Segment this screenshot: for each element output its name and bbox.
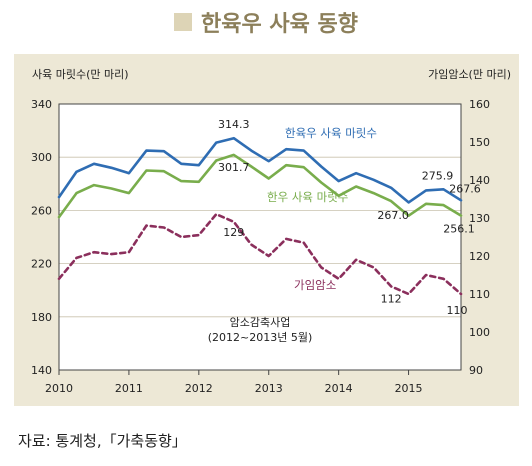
x-tick-label: 2014: [325, 382, 353, 395]
x-tick-label: 2010: [45, 382, 73, 395]
data-label: 267.6: [449, 182, 481, 195]
data-label: 314.3: [218, 118, 250, 131]
series-label: 한우 사육 마릿수: [267, 190, 348, 204]
y-tick-right-label: 140: [469, 174, 490, 187]
x-tick-label: 2011: [115, 382, 143, 395]
y-axis-right-title: 가임암소(만 마리): [428, 68, 511, 81]
data-label: 110: [447, 304, 468, 317]
chart-panel: 사육 마릿수(만 마리) 가임암소(만 마리) 340 300 260 220 180 140…: [14, 54, 519, 406]
y-tick-right-label: 90: [469, 364, 483, 377]
series-label: 가임암소: [294, 278, 336, 292]
series-line-breeding-cows: [57, 212, 463, 296]
data-label: 129: [223, 226, 244, 239]
y-tick-left-label: 220: [31, 258, 52, 271]
y-tick-right-label: 130: [469, 212, 490, 225]
chart-title-bar: 한육우 사육 동향: [0, 0, 532, 44]
y-tick-left-label: 300: [31, 151, 52, 164]
plot-area: [59, 104, 461, 370]
y-tick-right-label: 150: [469, 136, 490, 149]
annotation-period: (2012~2013년 5월): [208, 331, 313, 344]
series-line-hanyuwoo-total: [57, 136, 463, 204]
chart-title: 한육우 사육 동향: [201, 12, 358, 37]
y-tick-left-label: 180: [31, 311, 52, 324]
x-tick-label: 2015: [395, 382, 423, 395]
data-label: 112: [381, 292, 402, 305]
plot-border: [58, 103, 462, 371]
series-label: 한육우 사육 마릿수: [285, 126, 377, 140]
data-label: 301.7: [218, 161, 250, 174]
x-tick-label: 2013: [255, 382, 283, 395]
line-chart: 사육 마릿수(만 마리) 가임암소(만 마리) 340 300 260 220 180 140…: [31, 68, 511, 395]
data-label: 256.1: [443, 223, 475, 236]
data-label: 267.0: [377, 209, 409, 222]
series-line-hanwoo: [57, 153, 463, 219]
x-tick-label: 2012: [185, 382, 213, 395]
annotation-program: 암소감축사업: [230, 316, 291, 329]
source-note: 자료: 통계청,「가축동향」: [18, 432, 187, 450]
y-tick-left-label: 260: [31, 204, 52, 217]
y-tick-left-label: 140: [31, 364, 52, 377]
title-square-icon: [174, 13, 192, 31]
y-tick-right-label: 110: [469, 288, 490, 301]
data-label: 275.9: [422, 169, 454, 182]
y-tick-right-label: 160: [469, 98, 490, 111]
y-tick-right-label: 100: [469, 326, 490, 339]
y-tick-right-label: 120: [469, 250, 490, 263]
y-tick-left-label: 340: [31, 98, 52, 111]
y-axis-left-title: 사육 마릿수(만 마리): [32, 68, 129, 81]
